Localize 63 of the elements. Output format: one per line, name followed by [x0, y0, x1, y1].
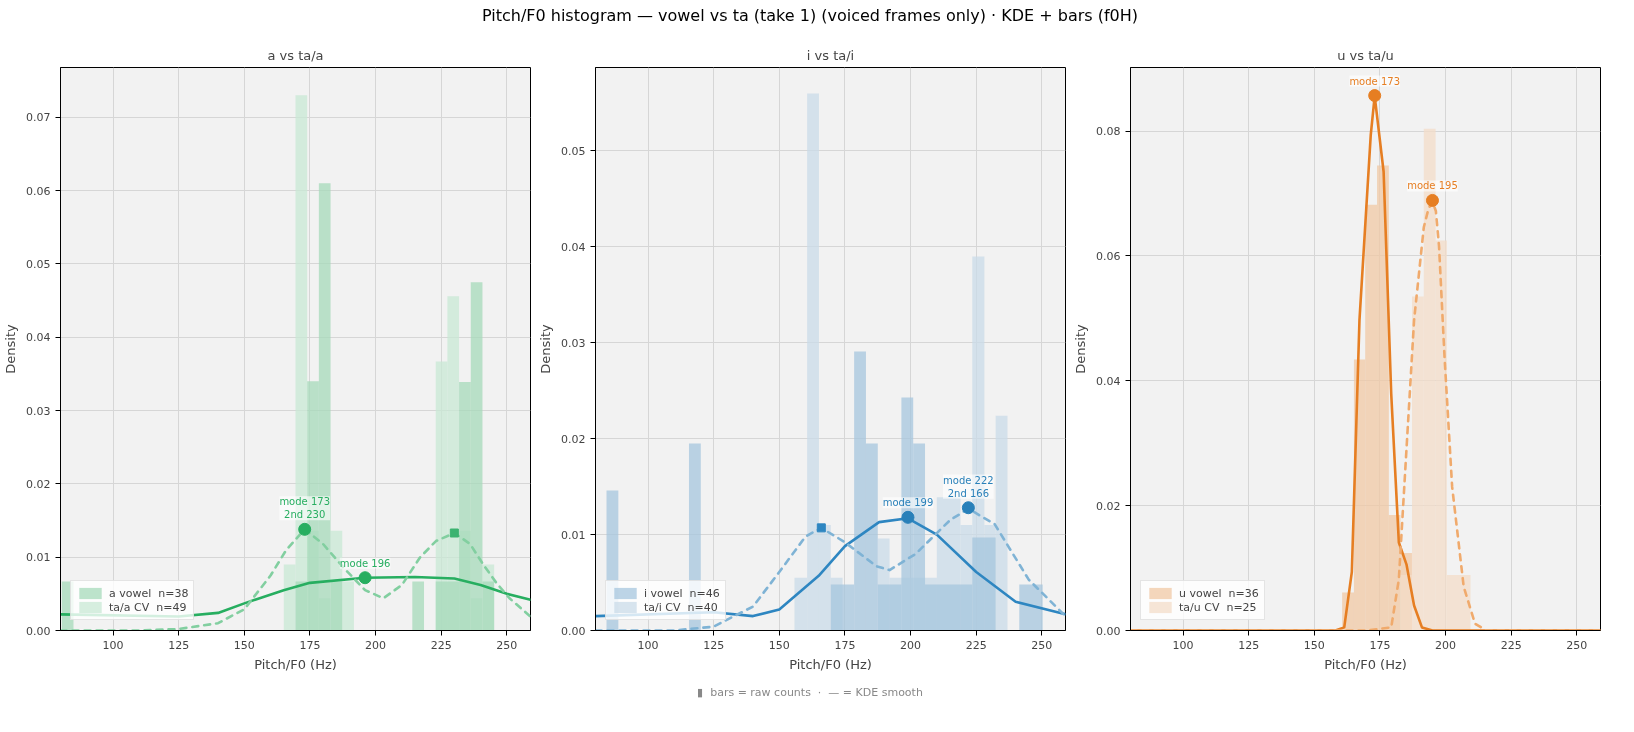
legend-label: a vowel n=38	[109, 586, 189, 600]
x-tick-label: 200	[900, 638, 922, 652]
y-tick-label: 0.03	[561, 336, 586, 350]
x-tick-label: 125	[1238, 638, 1260, 652]
legend-label: u vowel n=36	[1179, 586, 1259, 600]
y-tick-label: 0.04	[1096, 374, 1121, 388]
x-tick-label: 100	[637, 638, 659, 652]
y-tick-label: 0.04	[26, 331, 51, 345]
chart-title: i vs ta/i	[806, 47, 855, 63]
x-tick-label: 250	[1566, 638, 1588, 652]
annotation: mode 173	[1349, 75, 1400, 87]
y-tick-label: 0.00	[1096, 624, 1121, 638]
x-tick-label: 200	[1435, 638, 1457, 652]
y-tick-label: 0.07	[26, 111, 51, 125]
x-tick-label: 225	[965, 638, 987, 652]
x-tick-label: 175	[834, 638, 856, 652]
y-tick-label: 0.02	[561, 432, 586, 446]
text: Pitch/F0 histogram — vowel vs ta (take 1) (voiced frames only) · KDE + bars (f0H)	[481, 5, 1139, 27]
legend-label: ta/i CV n=40	[644, 600, 718, 614]
y-tick-label: 0.05	[26, 257, 51, 271]
chart-title: a vs ta/a	[267, 47, 324, 63]
x-tick-label: 125	[703, 638, 725, 652]
legend-label: i vowel n=46	[644, 586, 720, 600]
x-tick-label: 225	[430, 638, 452, 652]
y-tick-label: 0.04	[561, 240, 586, 254]
x-tick-label: 250	[1031, 638, 1053, 652]
x-tick-label: 175	[1369, 638, 1391, 652]
y-axis-title: Density	[3, 323, 19, 374]
x-tick-label: 125	[168, 638, 190, 652]
annotation: mode 173 2nd 230	[279, 496, 330, 521]
x-tick-label: 200	[365, 638, 387, 652]
x-tick-label: 100	[102, 638, 124, 652]
y-tick-label: 0.05	[561, 144, 586, 158]
annotation: mode 199	[882, 497, 934, 509]
y-tick-label: 0.02	[26, 477, 51, 491]
annotation: mode 222 2nd 166	[943, 474, 994, 499]
x-tick-label: 250	[496, 638, 518, 652]
x-tick-label: 100	[1172, 638, 1194, 652]
annotation: mode 196	[339, 557, 391, 569]
y-tick-label: 0.00	[561, 624, 586, 638]
legend-label: ta/u CV n=25	[1179, 600, 1257, 614]
y-tick-label: 0.06	[1096, 250, 1121, 263]
x-tick-label: 150	[233, 638, 255, 652]
x-tick-label: 225	[1500, 638, 1522, 652]
legend-label: ta/a CV n=49	[109, 600, 187, 614]
chart-title: u vs ta/u	[1337, 47, 1394, 63]
x-axis-title: Pitch/F0 (Hz)	[254, 656, 337, 672]
y-tick-label: 0.08	[1096, 125, 1121, 139]
text: ▮ bars = raw counts · — = KDE smooth	[697, 685, 923, 701]
x-tick-label: 150	[1303, 638, 1325, 652]
y-axis-title: Density	[538, 323, 554, 374]
x-tick-label: 150	[768, 638, 790, 652]
y-tick-label: 0.02	[1096, 499, 1121, 513]
y-axis-title: Density	[1073, 323, 1089, 374]
y-tick-label: 0.01	[561, 528, 586, 542]
x-axis-title: Pitch/F0 (Hz)	[1324, 656, 1407, 672]
y-tick-label: 0.06	[26, 184, 51, 198]
x-axis-title: Pitch/F0 (Hz)	[789, 656, 872, 672]
x-tick-label: 175	[299, 638, 321, 652]
y-tick-label: 0.03	[26, 404, 51, 418]
annotation: mode 195	[1407, 180, 1458, 192]
y-tick-label: 0.00	[26, 624, 51, 638]
y-tick-label: 0.01	[26, 551, 51, 565]
